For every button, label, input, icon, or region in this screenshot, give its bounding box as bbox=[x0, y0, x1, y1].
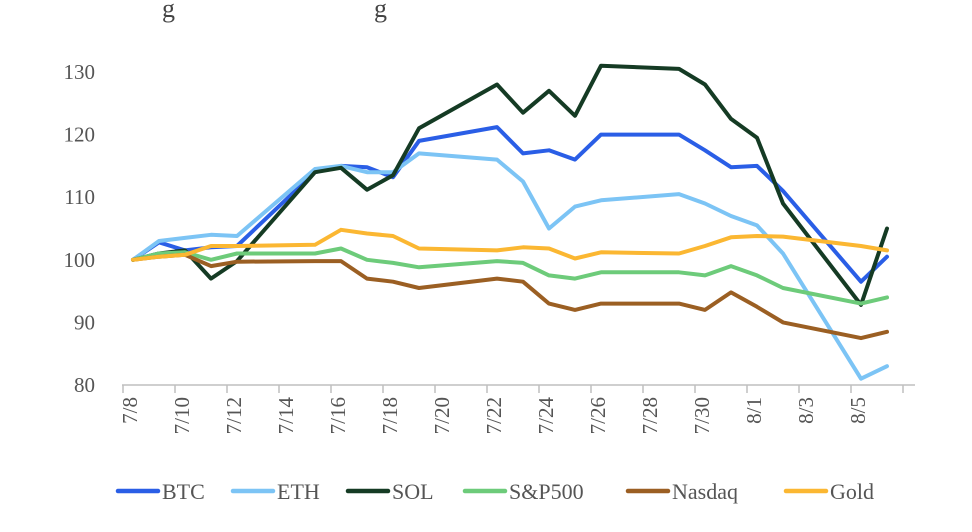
series-line-s-p500 bbox=[131, 246, 889, 306]
y-tick-label: 120 bbox=[64, 123, 96, 147]
series-line-eth bbox=[131, 151, 889, 381]
x-axis: 7/8 7/10 7/12 7/14 7/16 7/18 7/20 7/22 7/24 7/26 7… bbox=[118, 384, 915, 435]
y-tick-label: 130 bbox=[64, 60, 96, 84]
y-axis-ticks: 80 90 100 110 120 130 bbox=[64, 60, 96, 397]
x-tick-label: 8/1 bbox=[742, 397, 766, 424]
x-tick-label: 7/24 bbox=[534, 397, 558, 435]
legend-label-btc: BTC bbox=[162, 479, 205, 504]
series-line-btc bbox=[131, 125, 889, 284]
series-lines bbox=[131, 63, 889, 381]
x-tick-label: 7/10 bbox=[170, 397, 194, 434]
series-line-nasdaq bbox=[131, 252, 889, 341]
legend-label-eth: ETH bbox=[277, 479, 320, 504]
y-tick-label: 80 bbox=[74, 373, 95, 397]
title-fragment-right: g bbox=[374, 0, 387, 23]
x-tick-label: 7/26 bbox=[586, 397, 610, 434]
x-tick-label: 7/18 bbox=[378, 397, 402, 434]
legend: BTC ETH SOL S&P500 Nasdaq Gold bbox=[115, 479, 874, 504]
x-tick-label: 7/8 bbox=[118, 397, 142, 424]
x-tick-label: 8/3 bbox=[794, 397, 818, 424]
legend-label-gold: Gold bbox=[830, 479, 874, 504]
y-tick-label: 110 bbox=[64, 185, 95, 209]
legend-label-sol: SOL bbox=[392, 479, 434, 504]
y-tick-label: 90 bbox=[74, 310, 95, 334]
series-line-gold bbox=[131, 227, 889, 262]
x-tick-label: 8/5 bbox=[846, 397, 870, 424]
x-tick-label: 7/30 bbox=[690, 397, 714, 434]
x-tick-label: 7/12 bbox=[222, 397, 246, 434]
legend-label-s-p500: S&P500 bbox=[509, 479, 584, 504]
legend-label-nasdaq: Nasdaq bbox=[672, 479, 738, 504]
x-tick-label: 7/16 bbox=[326, 397, 350, 434]
title-fragment-left: g bbox=[162, 0, 175, 23]
x-tick-label: 7/20 bbox=[430, 397, 454, 434]
series-line-sol bbox=[131, 63, 889, 307]
y-tick-label: 100 bbox=[64, 248, 96, 272]
x-tick-label: 7/14 bbox=[274, 397, 298, 435]
x-tick-label: 7/28 bbox=[638, 397, 662, 434]
x-tick-label: 7/22 bbox=[482, 397, 506, 434]
